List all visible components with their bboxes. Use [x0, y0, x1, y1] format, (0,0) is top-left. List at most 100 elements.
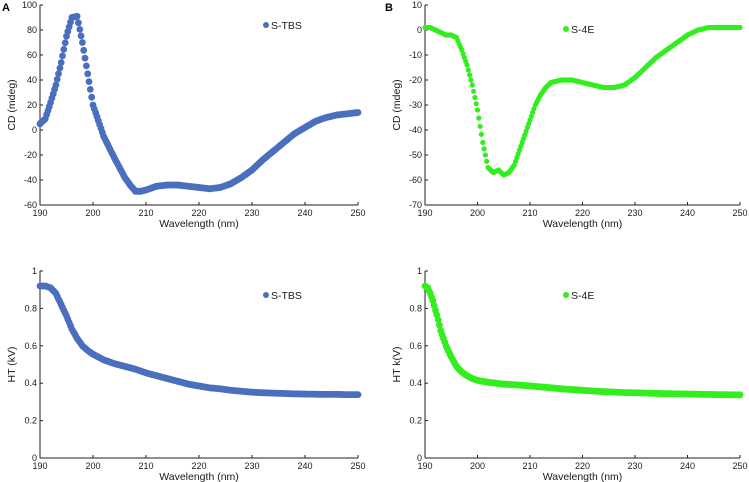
data-point [85, 78, 93, 85]
y-tick-label: 0.4 [409, 378, 422, 388]
x-tick-label: 230 [627, 461, 642, 471]
data-point [79, 39, 86, 46]
panel-letter-b: B [385, 2, 393, 14]
y-axis-title: HT (kV) [6, 347, 18, 383]
x-tick-label: 250 [732, 208, 747, 218]
x-tick-label: 210 [522, 461, 537, 471]
chart-3: 190 200 210 220 230 240 250 0 0.2 0.4 0.6 0.8 1 Wavel… [6, 266, 366, 482]
x-tick-label: 240 [680, 461, 695, 471]
data-point [354, 391, 362, 398]
x-axis-title: Wavelength (nm) [159, 218, 239, 230]
x-tick-label: 250 [732, 461, 747, 471]
legend-label: S-4E [571, 290, 594, 302]
x-tick-label: 240 [297, 208, 312, 218]
x-tick-label: 230 [244, 208, 259, 218]
data-series [422, 24, 743, 178]
data-point [473, 101, 479, 107]
data-point [736, 391, 744, 399]
x-tick-label: 200 [470, 461, 485, 471]
data-point [61, 39, 69, 47]
y-tick-label: -10 [409, 50, 422, 60]
y-tick-label: 0.2 [24, 416, 37, 426]
y-tick-label: 1 [417, 266, 422, 276]
x-tick-label: 200 [85, 208, 100, 218]
data-point [81, 54, 89, 62]
data-point [471, 88, 477, 94]
data-point [469, 82, 475, 88]
y-tick-label: 0 [32, 453, 37, 463]
legend-label: S-TBS [271, 290, 302, 302]
x-tick-label: 200 [85, 461, 100, 471]
data-point [84, 70, 92, 78]
x-tick-label: 230 [244, 461, 259, 471]
y-tick-label: 80 [27, 25, 37, 35]
x-tick-label: 190 [32, 461, 47, 471]
data-point [436, 321, 443, 329]
data-point [465, 67, 471, 73]
y-tick-label: -40 [409, 125, 422, 135]
data-point [75, 19, 82, 27]
x-tick-label: 230 [627, 208, 642, 218]
x-axis-title: Wavelength (nm) [159, 471, 239, 482]
data-point [354, 109, 362, 116]
data-point [55, 70, 62, 78]
data-point [481, 146, 487, 152]
x-tick-label: 190 [32, 208, 47, 218]
data-point [76, 26, 84, 33]
legend-label: S-TBS [271, 20, 302, 32]
data-point [467, 72, 473, 78]
y-tick-label: -40 [24, 175, 37, 185]
y-tick-label: -20 [24, 150, 37, 160]
y-tick-label: 0.6 [24, 341, 37, 351]
data-point [53, 76, 61, 83]
x-axis-title: Wavelength (nm) [543, 218, 623, 230]
x-tick-label: 210 [138, 208, 153, 218]
data-point [477, 123, 483, 129]
y-tick-label: 0.6 [409, 341, 422, 351]
data-point [57, 59, 65, 66]
y-axis-title: HT k(V) [391, 347, 403, 383]
x-tick-label: 190 [417, 461, 432, 471]
y-tick-label: 1 [32, 266, 37, 276]
y-tick-label: 100 [22, 0, 37, 10]
data-point [472, 94, 478, 101]
y-tick-label: -60 [24, 200, 37, 210]
x-tick-label: 190 [417, 208, 432, 218]
y-axis-title: CD (mdeg) [6, 79, 18, 130]
x-tick-label: 250 [350, 461, 365, 471]
data-point [480, 139, 486, 146]
x-tick-label: 210 [138, 461, 153, 471]
y-tick-label: -30 [409, 100, 422, 110]
data-point [83, 62, 90, 70]
legend-marker [563, 26, 569, 32]
data-point [737, 24, 743, 31]
data-series [421, 282, 744, 399]
legend-label: S-4E [571, 24, 594, 36]
data-series [36, 12, 362, 195]
y-tick-label: 0 [417, 453, 422, 463]
y-tick-label: 10 [412, 0, 422, 10]
data-point [73, 12, 81, 20]
data-point [474, 107, 481, 113]
data-point [464, 62, 470, 68]
data-point [77, 32, 85, 40]
y-axis-title: CD (mdeg) [391, 79, 403, 130]
data-point [52, 81, 60, 89]
data-point [484, 158, 490, 164]
legend-marker [263, 292, 269, 298]
data-series [36, 282, 362, 398]
legend-marker [263, 22, 269, 28]
chart-4: 190 200 210 220 230 240 250 0 0.2 0.4 0.6 0.8 1 Wavel… [391, 266, 748, 482]
y-tick-label: 20 [27, 100, 37, 110]
x-tick-label: 200 [470, 208, 485, 218]
data-point [482, 152, 488, 158]
data-point [476, 115, 482, 121]
panel-letter-a: A [2, 2, 10, 14]
x-tick-label: 220 [575, 208, 590, 218]
y-tick-label: 0.8 [24, 303, 37, 313]
x-axis-title: Wavelength (nm) [543, 471, 623, 482]
y-tick-label: -20 [409, 75, 422, 85]
data-point [468, 77, 474, 83]
chart-2: 190 200 210 220 230 240 250 -70 -60 -50 -40 -30 -20 -… [391, 0, 748, 230]
x-tick-label: 210 [522, 208, 537, 218]
